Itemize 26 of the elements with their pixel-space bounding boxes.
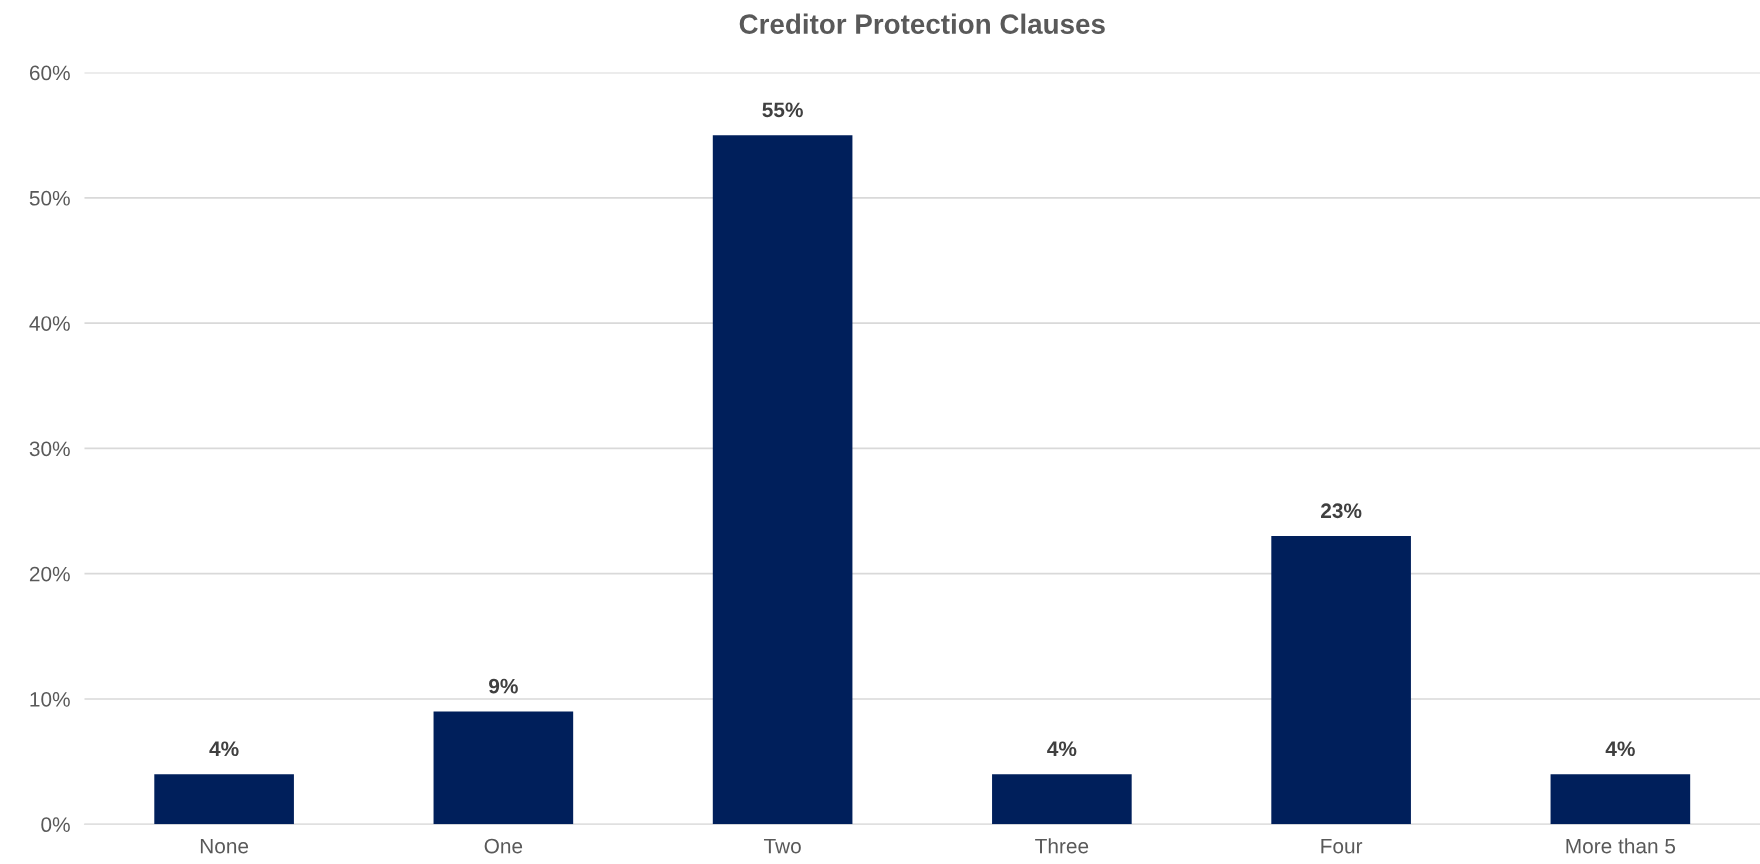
- bar: [1271, 536, 1411, 825]
- x-tick-label: Four: [1321, 838, 1363, 854]
- bar: [433, 711, 574, 825]
- bar: [712, 135, 853, 825]
- chart-title: Creditor Protection Clauses: [739, 13, 1105, 34]
- y-tick-label: 50%: [29, 190, 70, 206]
- data-label: 23%: [1320, 503, 1362, 519]
- data-label: 4%: [1047, 741, 1077, 757]
- data-label: 4%: [1605, 741, 1635, 757]
- x-tick-label: None: [200, 838, 249, 854]
- y-tick-label: 20%: [29, 566, 70, 582]
- y-tick-label: 0%: [41, 817, 70, 833]
- bar: [992, 774, 1132, 825]
- data-label: 9%: [489, 678, 518, 694]
- y-tick-label: 60%: [29, 65, 70, 81]
- bar: [154, 774, 294, 825]
- data-label: 4%: [209, 741, 239, 757]
- x-tick-label: Two: [763, 838, 801, 854]
- y-tick-label: 40%: [29, 316, 70, 331]
- bar: [1550, 774, 1691, 825]
- x-tick-label: Three: [1035, 838, 1089, 854]
- y-tick-label: 30%: [29, 441, 70, 457]
- x-tick-label: More than 5: [1566, 838, 1676, 854]
- y-tick-label: 10%: [30, 691, 70, 707]
- x-tick-label: One: [484, 838, 523, 854]
- data-label: 55%: [762, 102, 803, 118]
